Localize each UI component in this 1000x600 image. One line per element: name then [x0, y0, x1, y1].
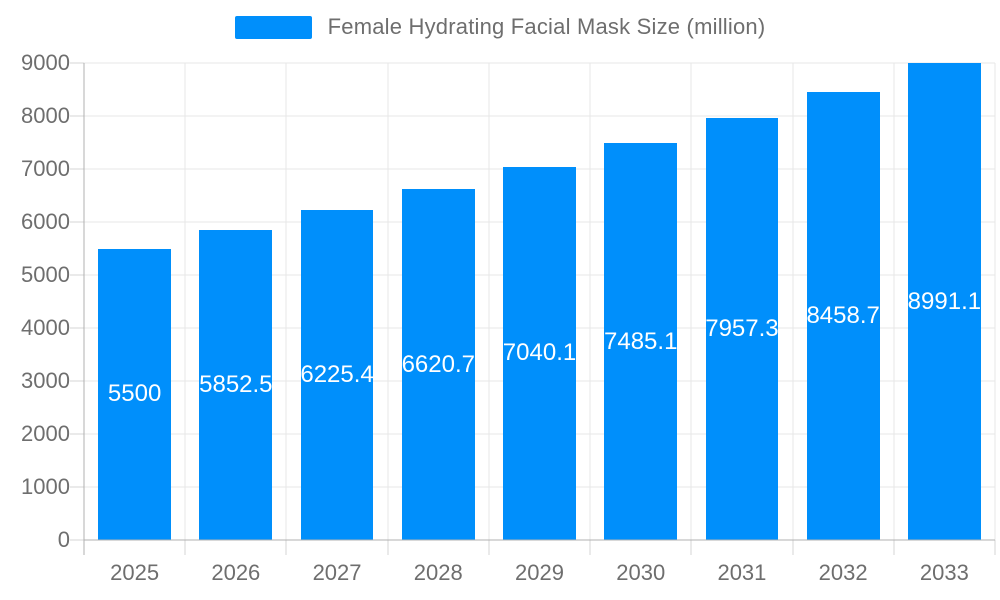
bar[interactable] — [705, 118, 779, 540]
x-axis-tick — [893, 540, 895, 555]
y-axis-tick-label: 1000 — [21, 474, 70, 499]
y-axis-tick — [70, 274, 84, 276]
bar-value-label: 8458.7 — [806, 301, 880, 329]
x-axis-tick-label: 2025 — [110, 560, 160, 585]
x-axis-tick — [285, 540, 287, 555]
v-gridline — [690, 63, 692, 540]
bar[interactable] — [199, 229, 273, 540]
x-axis-tick — [184, 540, 186, 555]
y-axis-tick-label: 2000 — [21, 421, 70, 446]
bar-value-label: 8991.1 — [907, 287, 982, 315]
bar[interactable] — [503, 166, 576, 540]
bar-value-label: 6225.4 — [300, 361, 374, 389]
y-axis-tick — [70, 327, 84, 329]
x-axis-line — [84, 539, 995, 541]
bar-value-label: 7957.3 — [705, 315, 779, 343]
bar[interactable] — [401, 189, 475, 540]
v-gridline — [285, 63, 287, 540]
x-axis-tick-label: 2028 — [413, 560, 463, 585]
v-gridline — [488, 63, 490, 540]
y-axis-tick-label: 3000 — [21, 367, 70, 393]
h-gridline — [84, 62, 995, 64]
x-axis-tick — [387, 540, 389, 555]
x-axis-tick-label: 2033 — [919, 560, 969, 585]
y-axis-tick-label: 0 — [57, 527, 70, 552]
h-gridline — [84, 115, 995, 117]
y-axis-tick-label: 5000 — [21, 262, 70, 287]
bar[interactable] — [300, 210, 374, 540]
legend-label: Female Hydrating Facial Mask Size (milli… — [327, 14, 766, 39]
bar-value-label: 7485.1 — [604, 327, 678, 355]
y-axis-tick — [70, 486, 84, 488]
x-axis-tick — [589, 540, 591, 555]
x-axis-tick-label: 2032 — [818, 560, 868, 585]
y-axis-tick — [70, 380, 84, 382]
x-axis-tick — [792, 540, 794, 555]
y-axis-tick-label: 9000 — [21, 50, 70, 75]
x-axis-tick-label: 2029 — [515, 560, 564, 585]
y-axis-tick — [70, 62, 84, 64]
y-axis-tick — [70, 115, 84, 117]
bar[interactable] — [604, 143, 678, 540]
bar-value-label: 5500 — [107, 380, 162, 408]
x-axis-tick-label: 2031 — [717, 560, 767, 585]
bar-value-label: 6620.7 — [401, 350, 475, 378]
legend-marker-swatch — [234, 15, 312, 39]
v-gridline — [994, 63, 996, 540]
y-axis-tick — [70, 168, 84, 170]
v-gridline — [893, 63, 895, 540]
x-axis-tick — [488, 540, 490, 555]
x-axis-tick — [690, 540, 692, 555]
y-axis-tick-label: 6000 — [21, 208, 70, 234]
v-gridline — [792, 63, 794, 540]
y-axis-tick — [70, 221, 84, 223]
v-gridline — [387, 63, 389, 540]
y-axis-tick — [70, 539, 84, 541]
y-axis-tick-label: 8000 — [21, 103, 70, 128]
legend: Female Hydrating Facial Mask Size (milli… — [0, 14, 1000, 40]
x-axis-tick-label: 2030 — [616, 560, 666, 585]
bar[interactable] — [907, 63, 981, 540]
y-axis-labels: 0 1000 2000 3000 4000 5000 6000 7000 8000 9000 — [0, 50, 70, 552]
y-axis-tick-label: 7000 — [21, 156, 70, 181]
v-gridline — [184, 63, 186, 540]
legend-item[interactable]: Female Hydrating Facial Mask Size (milli… — [234, 14, 766, 40]
x-axis-tick-label: 2027 — [312, 560, 362, 585]
y-axis-tick — [70, 433, 84, 435]
x-axis-tick — [994, 540, 996, 555]
bar[interactable] — [806, 91, 880, 540]
y-axis-tick-label: 4000 — [21, 315, 70, 340]
bar-value-label: 5852.5 — [199, 370, 273, 398]
v-gridline — [589, 63, 591, 540]
plot-area: 5500 5852.5 6225.4 6620.7 7040.1 7485.1 7957.3… — [70, 62, 996, 555]
y-axis-line — [83, 63, 85, 555]
bar[interactable] — [98, 248, 172, 540]
x-axis-labels: 2025 2026 2027 2028 2029 2030 2031 2032 2033 — [84, 556, 995, 596]
bar-value-label: 7040.1 — [502, 339, 577, 367]
x-axis-tick-label: 2026 — [211, 560, 261, 585]
